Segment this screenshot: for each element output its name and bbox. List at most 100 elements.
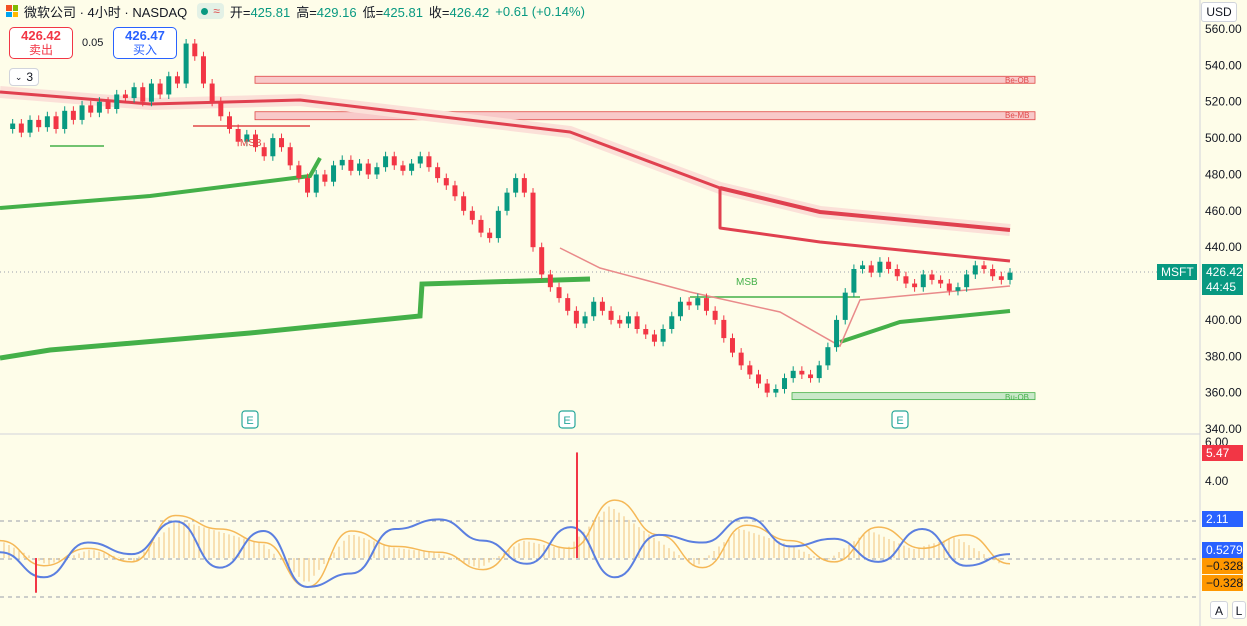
osc-blue-line: [0, 516, 1011, 588]
ohlc-open: 开=425.81: [229, 4, 291, 20]
price-tick-label: 440.00: [1205, 240, 1242, 254]
candle-body: [409, 163, 415, 171]
candle-body: [868, 265, 874, 273]
candle-body: [487, 232, 493, 239]
osc-orange-badge-2: −0.328: [1202, 575, 1243, 591]
candle-body: [808, 374, 814, 379]
price-tick-label: 380.00: [1205, 349, 1242, 363]
green-ma-right: [839, 309, 1011, 344]
candle-body: [651, 334, 657, 342]
be-ob-zone: [254, 75, 1036, 84]
candle-body: [712, 310, 718, 320]
candle-body: [27, 119, 33, 133]
candle-body: [625, 316, 631, 324]
candle-body: [461, 196, 467, 211]
candle-body: [122, 94, 128, 99]
candle-body: [357, 163, 363, 171]
candle-body: [842, 292, 848, 320]
candle-body: [677, 301, 683, 317]
indicators-toggle-button[interactable]: ⌄ 3: [9, 68, 39, 86]
buy-button[interactable]: 426.47 买入: [113, 27, 177, 59]
candle-body: [1007, 272, 1013, 280]
candle-body: [773, 389, 779, 393]
market-status-badge[interactable]: ≈: [197, 3, 224, 19]
candle-body: [782, 378, 788, 389]
candle-body: [573, 310, 579, 324]
candle-body: [209, 83, 215, 102]
candle-body: [834, 319, 840, 348]
candle-body: [70, 110, 76, 120]
candle-body: [894, 269, 900, 277]
candle-body: [279, 138, 285, 148]
price-tick-label: 520.00: [1205, 95, 1242, 109]
candle-body: [686, 301, 692, 306]
earnings-marker-1: [558, 410, 576, 429]
buy-price: 426.47: [125, 28, 165, 43]
symbol-title[interactable]: 微软公司 · 4小时 · NASDAQ: [24, 4, 188, 20]
candle-body: [912, 283, 918, 288]
candle-body: [530, 192, 536, 248]
candle-body: [903, 276, 909, 284]
candle-body: [929, 274, 935, 280]
candle-body: [478, 219, 484, 233]
candle-body: [226, 116, 232, 129]
candle-body: [18, 123, 24, 133]
candle-body: [634, 316, 640, 329]
candle-body: [287, 147, 293, 166]
candle-body: [270, 138, 276, 157]
red-trend-line: [559, 247, 1011, 348]
candle-body: [443, 178, 449, 186]
candle-body: [556, 287, 562, 299]
candle-body: [114, 94, 120, 109]
candle-body: [391, 156, 397, 166]
candle-body: [192, 43, 198, 57]
candle-body: [383, 156, 389, 168]
candle-body: [183, 43, 189, 84]
auto-scale-button[interactable]: A: [1210, 601, 1228, 619]
candle-body: [964, 274, 970, 288]
wave-icon: ≈: [213, 4, 220, 18]
bar-countdown: 44:45: [1202, 279, 1243, 295]
candle-body: [990, 269, 996, 277]
currency-selector[interactable]: USD: [1201, 2, 1237, 22]
candle-body: [860, 265, 866, 269]
chevron-down-icon: ⌄: [14, 71, 23, 82]
symbol-tag: MSFT: [1157, 264, 1197, 280]
candle-body: [539, 247, 545, 275]
price-change: +0.61 (+0.14%): [495, 3, 585, 19]
candle-body: [96, 101, 102, 113]
earnings-label: E: [563, 415, 570, 427]
earnings-label: E: [896, 415, 903, 427]
candle-body: [643, 329, 649, 335]
candle-body: [721, 319, 727, 339]
candle-body: [591, 301, 597, 317]
osc-blue-badge-mid: 0.5279: [1202, 542, 1243, 558]
earnings-marker-0: [241, 410, 259, 429]
candle-body: [998, 276, 1004, 280]
candle-body: [747, 365, 753, 375]
candle-body: [703, 298, 709, 311]
candle-body: [495, 210, 501, 239]
candle-body: [174, 76, 180, 84]
candle-body: [669, 316, 675, 329]
candle-body: [305, 178, 311, 193]
candle-body: [877, 261, 883, 273]
candle-body: [331, 165, 337, 182]
candle-body: [825, 347, 831, 366]
ohlc-close: 收=426.42: [428, 4, 490, 20]
sell-button[interactable]: 426.42 卖出: [9, 27, 73, 59]
candle-body: [322, 174, 328, 182]
spread-value: 0.05: [82, 37, 104, 49]
candle-body: [790, 370, 796, 379]
candle-body: [816, 365, 822, 379]
candle-body: [521, 178, 527, 193]
candle-body: [938, 279, 944, 284]
candle-body: [981, 265, 987, 269]
log-scale-button[interactable]: L: [1232, 601, 1246, 619]
zone-label-be-mb: Be-MB: [1005, 111, 1029, 120]
be-mb-zone: [254, 111, 1036, 121]
osc-red-badge: 5.47: [1202, 445, 1243, 461]
candle-body: [729, 338, 735, 353]
msb-label-left: MSB: [240, 138, 262, 149]
